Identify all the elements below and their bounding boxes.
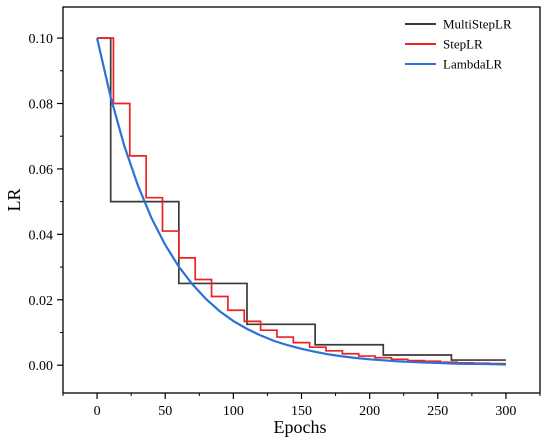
x-axis-ticks: 0 50 100 150 200 250 300: [62, 393, 541, 419]
legend-label-lambdalr: LambdaLR: [443, 57, 503, 72]
multisteplr-line: [97, 37, 506, 361]
x-tick-label: 250: [427, 404, 448, 419]
y-tick-label: 0.04: [29, 228, 54, 243]
y-tick-label: 0.06: [29, 163, 54, 178]
legend-label-multisteplr: MultiStepLR: [443, 17, 512, 32]
series-layer: [95, 37, 506, 366]
x-tick-label: 150: [291, 404, 312, 419]
lambdalr-line: [95, 37, 506, 366]
x-tick-label: 0: [94, 404, 101, 419]
x-axis-title: Epochs: [274, 417, 327, 437]
x-tick-label: 50: [158, 404, 172, 419]
y-axis-ticks: 0.00 0.02 0.04 0.06 0.08 0.10: [29, 32, 63, 374]
y-tick-label: 0.08: [29, 98, 54, 113]
y-axis-title: LR: [4, 188, 24, 211]
x-tick-label: 200: [359, 404, 380, 419]
steplr-line: [97, 37, 506, 365]
x-tick-label: 300: [495, 404, 516, 419]
legend-label-steplr: StepLR: [443, 37, 483, 52]
y-tick-label: 0.10: [29, 32, 54, 47]
x-tick-label: 100: [223, 404, 244, 419]
legend: MultiStepLR StepLR LambdaLR: [405, 17, 512, 72]
y-tick-label: 0.00: [29, 359, 54, 374]
y-tick-label: 0.02: [29, 294, 54, 309]
